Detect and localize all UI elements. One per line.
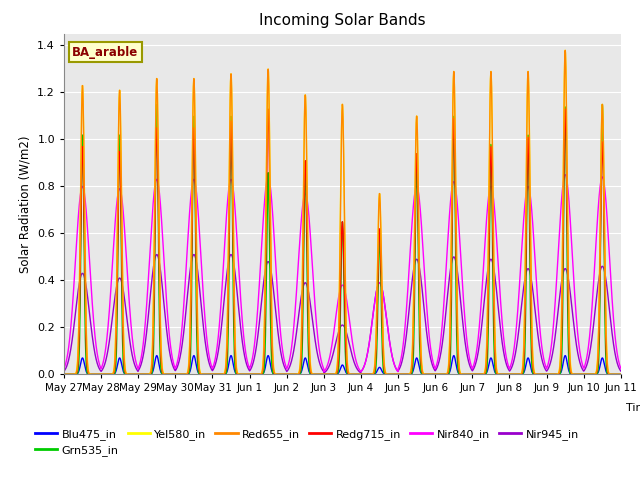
Red655_in	[561, 48, 569, 53]
Redg715_in	[124, 372, 131, 377]
Text: Time: Time	[627, 403, 640, 413]
Blu475_in	[124, 372, 131, 377]
Yel580_in	[157, 320, 164, 326]
Line: Blu475_in: Blu475_in	[64, 356, 621, 374]
Redg715_in	[157, 342, 164, 348]
Blu475_in	[547, 372, 554, 377]
Nir840_in	[124, 273, 131, 278]
Blu475_in	[606, 372, 614, 377]
Grn535_in	[153, 102, 161, 108]
Line: Grn535_in: Grn535_in	[64, 105, 621, 374]
Nir840_in	[561, 172, 569, 178]
Nir840_in	[617, 365, 625, 371]
Blu475_in	[357, 372, 365, 377]
Nir840_in	[298, 213, 305, 219]
Grn535_in	[274, 372, 282, 377]
Red655_in	[298, 324, 305, 330]
Title: Incoming Solar Bands: Incoming Solar Bands	[259, 13, 426, 28]
Line: Red655_in: Red655_in	[64, 50, 621, 374]
Line: Redg715_in: Redg715_in	[64, 109, 621, 374]
Redg715_in	[274, 372, 282, 377]
Red655_in	[60, 372, 68, 377]
Nir945_in	[617, 368, 625, 374]
Line: Yel580_in: Yel580_in	[64, 50, 621, 374]
Grn535_in	[617, 372, 625, 377]
Nir945_in	[547, 360, 554, 366]
Yel580_in	[274, 372, 282, 377]
Blu475_in	[60, 372, 68, 377]
Red655_in	[124, 372, 131, 377]
Nir945_in	[274, 327, 282, 333]
Red655_in	[617, 372, 625, 377]
Yel580_in	[357, 372, 365, 377]
Nir945_in	[60, 368, 68, 374]
Y-axis label: Solar Radiation (W/m2): Solar Radiation (W/m2)	[19, 135, 31, 273]
Redg715_in	[357, 372, 365, 377]
Grn535_in	[357, 372, 365, 377]
Red655_in	[606, 372, 614, 377]
Redg715_in	[264, 106, 272, 112]
Grn535_in	[157, 364, 164, 370]
Redg715_in	[60, 372, 68, 377]
Redg715_in	[606, 372, 614, 377]
Yel580_in	[60, 372, 68, 377]
Blu475_in	[157, 369, 164, 374]
Grn535_in	[60, 372, 68, 377]
Redg715_in	[547, 372, 554, 377]
Grn535_in	[124, 372, 131, 377]
Yel580_in	[124, 372, 131, 377]
Text: BA_arable: BA_arable	[72, 46, 139, 59]
Line: Nir945_in: Nir945_in	[64, 254, 621, 373]
Blu475_in	[617, 372, 625, 377]
Blu475_in	[298, 368, 306, 373]
Nir840_in	[320, 369, 328, 374]
Redg715_in	[298, 334, 306, 339]
Nir840_in	[606, 266, 614, 272]
Legend: Blu475_in, Grn535_in, Yel580_in, Red655_in, Redg715_in, Nir840_in, Nir945_in: Blu475_in, Grn535_in, Yel580_in, Red655_…	[31, 424, 583, 460]
Grn535_in	[298, 357, 306, 363]
Nir840_in	[546, 352, 554, 358]
Nir945_in	[124, 320, 131, 326]
Yel580_in	[606, 372, 614, 377]
Yel580_in	[298, 314, 305, 320]
Nir945_in	[606, 314, 614, 320]
Nir945_in	[320, 370, 328, 376]
Blu475_in	[153, 353, 161, 359]
Red655_in	[357, 372, 365, 377]
Line: Nir840_in: Nir840_in	[64, 175, 621, 372]
Red655_in	[546, 372, 554, 377]
Yel580_in	[561, 48, 569, 53]
Nir945_in	[157, 270, 164, 276]
Nir840_in	[60, 366, 68, 372]
Red655_in	[274, 372, 282, 377]
Nir840_in	[274, 290, 282, 296]
Nir945_in	[153, 252, 161, 257]
Blu475_in	[274, 372, 282, 377]
Redg715_in	[617, 372, 625, 377]
Grn535_in	[606, 372, 614, 377]
Grn535_in	[547, 372, 554, 377]
Red655_in	[157, 330, 164, 336]
Nir945_in	[298, 290, 306, 296]
Yel580_in	[617, 372, 625, 377]
Nir840_in	[157, 203, 164, 209]
Yel580_in	[546, 372, 554, 377]
